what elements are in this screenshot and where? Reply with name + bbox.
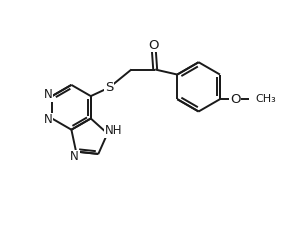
Text: N: N — [44, 113, 52, 126]
Text: N: N — [44, 88, 52, 101]
Text: O: O — [230, 93, 240, 106]
Text: O: O — [148, 39, 159, 52]
Text: N: N — [70, 150, 79, 163]
Text: S: S — [105, 81, 113, 94]
Text: CH₃: CH₃ — [255, 94, 276, 104]
Text: NH: NH — [105, 124, 122, 137]
